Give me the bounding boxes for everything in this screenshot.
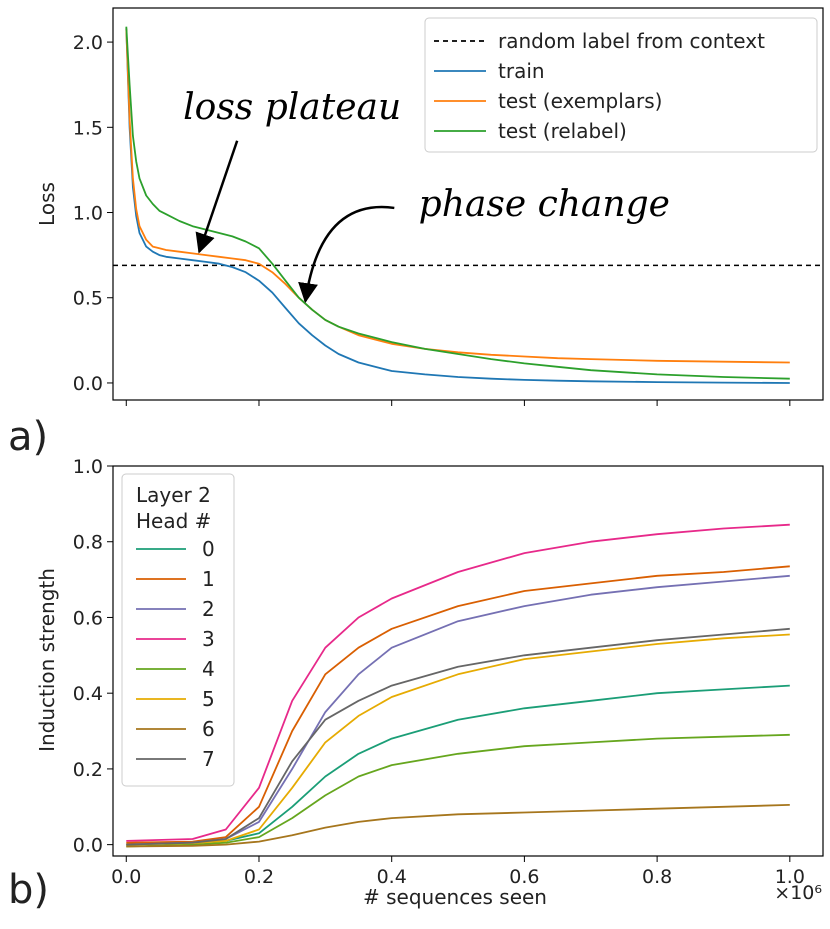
series-line-3 (126, 523, 790, 842)
induction-chart-ylabel: Induction strength (35, 568, 59, 752)
legend-label: 2 (202, 597, 215, 621)
series-line-4 (126, 733, 790, 848)
annotation-text: loss plateau (183, 87, 401, 128)
x-tick-label: 0.8 (642, 866, 672, 888)
loss-chart-frame (112, 7, 824, 401)
legend-label: 7 (202, 747, 215, 771)
series-line-2 (125, 26, 790, 380)
loss-chart-annotations: loss plateau phase change (183, 87, 670, 304)
legend-title: Layer 2 (136, 483, 211, 507)
y-tick-label: 1.0 (73, 456, 103, 478)
legend-label: 5 (202, 687, 215, 711)
legend-label: test (relabel) (498, 119, 627, 143)
induction-chart-x-scale: ×10⁶ (774, 882, 822, 904)
induction-chart-lines (126, 523, 790, 848)
legend-label: test (exemplars) (498, 89, 662, 113)
panel-label-a: a) (8, 414, 48, 460)
y-tick-label: 2.0 (73, 32, 103, 54)
legend-label: 0 (202, 537, 215, 561)
series-line-5 (126, 633, 790, 846)
legend-label: 4 (202, 657, 215, 681)
loss-chart: 0.0 0.5 1.0 1.5 2.0 loss plateau phase change… (35, 7, 824, 406)
legend-label: 1 (202, 567, 215, 591)
y-tick-label: 0.4 (73, 683, 103, 705)
y-tick-label: 1.0 (73, 203, 103, 225)
series-line-7 (126, 627, 790, 846)
annotation-arrow (298, 205, 395, 304)
x-tick-label: 0.2 (244, 866, 274, 888)
y-tick-label: 0.0 (73, 373, 103, 395)
legend-box (424, 17, 818, 153)
induction-chart: 0.0 0.2 0.4 0.6 0.8 1.0 0.0 0.2 0.4 0.6 0.8 1.0 Lay… (35, 456, 824, 909)
y-tick-label: 0.2 (73, 759, 103, 781)
x-tick-label: 1.0 (775, 866, 805, 888)
legend-label: train (498, 59, 545, 83)
series-line-0 (125, 28, 790, 384)
y-tick-label: 0.0 (73, 835, 103, 857)
y-tick-label: 0.5 (73, 288, 103, 310)
loss-chart-ticks: 0.0 0.5 1.0 1.5 2.0 (73, 32, 791, 406)
series-line-1 (126, 565, 790, 844)
induction-chart-xlabel: # sequences seen (363, 885, 547, 909)
legend-label: 3 (202, 627, 215, 651)
x-tick-label: 0.4 (377, 866, 407, 888)
annotation-text: phase change (419, 184, 670, 225)
series-line-6 (126, 804, 790, 848)
x-tick-label: 0.6 (509, 866, 539, 888)
panel-label-b: b) (8, 867, 49, 913)
legend-box (121, 473, 235, 787)
induction-chart-frame (112, 465, 824, 857)
x-tick-label: 0.0 (111, 866, 141, 888)
legend-label: 6 (202, 717, 215, 741)
series-line-1 (125, 28, 790, 364)
y-tick-label: 0.8 (73, 532, 103, 554)
y-tick-label: 0.6 (73, 607, 103, 629)
loss-chart-legend: random label from context train test (exem… (424, 17, 818, 153)
legend-label: random label from context (498, 29, 765, 53)
loss-chart-ylabel: Loss (35, 182, 59, 226)
legend-title: Head # (136, 509, 211, 533)
loss-chart-lines (113, 26, 823, 384)
annotation-arrow (195, 140, 239, 254)
induction-chart-ticks: 0.0 0.2 0.4 0.6 0.8 1.0 0.0 0.2 0.4 0.6 0.8 1.0 (73, 456, 805, 888)
y-tick-label: 1.5 (73, 117, 103, 139)
